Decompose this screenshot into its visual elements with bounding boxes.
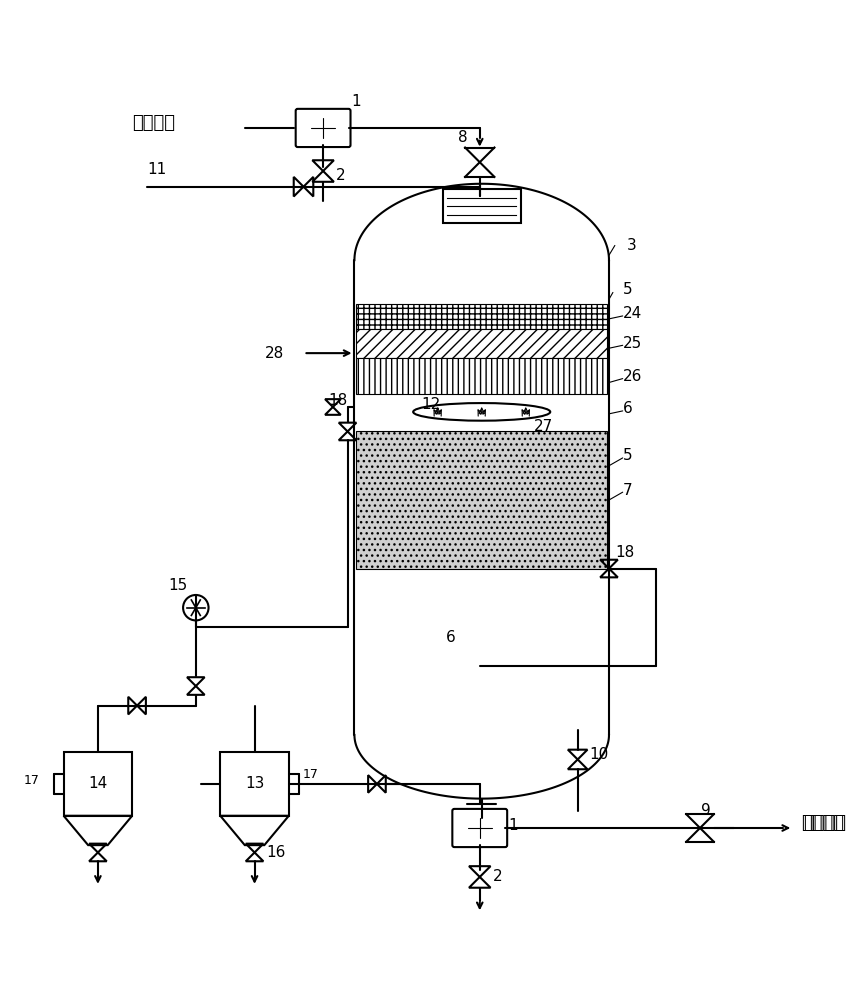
Text: 1: 1 [508, 818, 518, 833]
Bar [356, 329, 607, 358]
Text: 5: 5 [623, 282, 632, 297]
Bar [443, 189, 521, 223]
Text: 6: 6 [623, 401, 632, 416]
Text: 高炉煤气: 高炉煤气 [801, 814, 844, 832]
Text: 6: 6 [445, 630, 456, 645]
Text: 5: 5 [623, 448, 632, 463]
Text: 高炉煤气: 高炉煤气 [133, 114, 175, 132]
Text: 18: 18 [615, 545, 634, 560]
Text: 高炉煤气: 高炉煤气 [803, 814, 846, 832]
Text: 12: 12 [421, 397, 440, 412]
Bar [356, 431, 607, 569]
Text: 10: 10 [589, 747, 609, 762]
Text: 3: 3 [626, 238, 637, 253]
Text: 8: 8 [458, 130, 468, 145]
Text: 11: 11 [147, 162, 166, 177]
Text: 24: 24 [623, 306, 642, 321]
Text: 2: 2 [492, 869, 502, 884]
Text: 7: 7 [623, 483, 632, 498]
Bar [220, 752, 289, 816]
Text: 14: 14 [88, 776, 108, 791]
Text: 13: 13 [245, 776, 264, 791]
Text: 2: 2 [336, 168, 345, 183]
Text: 25: 25 [623, 336, 642, 351]
Text: 28: 28 [264, 346, 284, 361]
Text: 17: 17 [303, 768, 319, 781]
Bar [356, 304, 607, 329]
Text: 17: 17 [23, 774, 39, 787]
Text: 16: 16 [266, 845, 286, 860]
Text: 1: 1 [352, 94, 361, 109]
Text: 26: 26 [623, 369, 642, 384]
Bar [64, 752, 133, 816]
Text: 18: 18 [328, 393, 348, 408]
Bar [356, 358, 607, 394]
Text: 27: 27 [534, 419, 552, 434]
Text: 15: 15 [168, 578, 188, 593]
Text: 9: 9 [701, 803, 711, 818]
